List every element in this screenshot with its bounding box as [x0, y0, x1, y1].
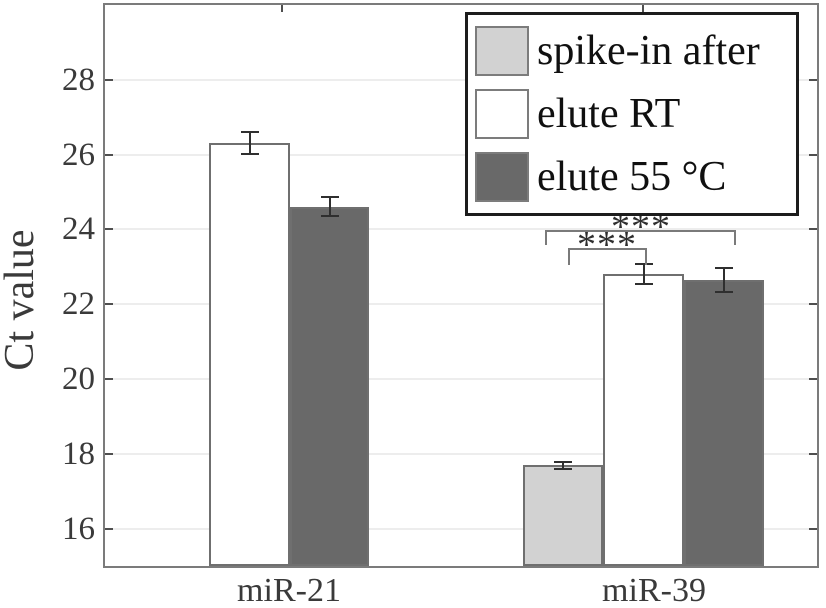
error-bar-stem [328, 196, 331, 218]
legend-label: elute 55 °C [537, 154, 727, 200]
y-tick-mark-right [809, 378, 817, 380]
gridline [105, 78, 817, 81]
gridline [105, 452, 817, 455]
legend-label: elute RT [537, 91, 681, 137]
error-bar [634, 263, 653, 286]
y-tick-mark-right [809, 452, 817, 455]
significance-stars: *** [577, 224, 637, 266]
y-tick-mark-left [105, 378, 113, 380]
bar-elute-55-c-mir-39 [684, 279, 764, 566]
error-bar-stem [642, 263, 645, 286]
y-tick-mark-left [105, 303, 113, 306]
y-tick-mark-right [809, 303, 817, 306]
y-tick-label: 26 [62, 136, 95, 173]
y-tick-label: 16 [62, 510, 95, 547]
bar-elute-rt-mir-21 [209, 143, 290, 566]
error-bar-stem [562, 460, 564, 470]
gridline [105, 303, 817, 306]
y-tick-label: 22 [62, 286, 95, 323]
significance-bracket [568, 248, 647, 265]
y-tick-mark-left [105, 78, 113, 81]
error-bar [554, 460, 572, 470]
y-tick-mark-left [105, 153, 113, 156]
y-tick-mark-right [809, 153, 817, 156]
x-category-label: miR-39 [602, 572, 706, 608]
gridline [105, 527, 817, 530]
significance-bracket [545, 230, 736, 245]
error-bar [715, 266, 733, 293]
y-tick-mark-right [809, 78, 817, 81]
y-tick-mark-left [105, 228, 113, 231]
y-tick-label: 24 [62, 211, 95, 248]
y-tick-label: 28 [62, 61, 95, 98]
error-bar-stem [248, 131, 251, 156]
y-tick-mark-right [809, 228, 817, 231]
y-tick-mark-left [105, 452, 113, 455]
legend-item: elute RT [475, 83, 789, 145]
y-tick-label: 20 [62, 361, 95, 397]
x-category-label: miR-21 [237, 572, 341, 608]
legend-label: spike-in after [537, 28, 760, 74]
x-tick-mark-top [281, 5, 283, 12]
legend-box: spike-in after elute RT elute 55 °C [465, 12, 799, 216]
gridline [105, 228, 817, 231]
bar-elute-rt-mir-39 [603, 274, 684, 566]
legend-swatch-elute-rt [475, 89, 529, 139]
y-tick-mark-left [105, 527, 113, 530]
y-tick-mark-right [809, 527, 817, 530]
error-bar [320, 196, 339, 218]
legend-item: spike-in after [475, 20, 789, 82]
legend-item: elute 55 °C [475, 146, 789, 208]
legend-swatch-elute-55-c [475, 152, 529, 202]
y-tick-label: 18 [62, 435, 95, 472]
error-bar-stem [723, 266, 725, 293]
gridline [105, 153, 817, 156]
error-bar [240, 131, 259, 156]
x-tick-mark-top [642, 5, 644, 12]
bar-elute-55-c-mir-21 [290, 206, 369, 566]
bar-spike-in-after-mir-39 [523, 465, 603, 566]
gridline [105, 378, 817, 380]
legend-swatch-spike-in-after [475, 26, 529, 76]
